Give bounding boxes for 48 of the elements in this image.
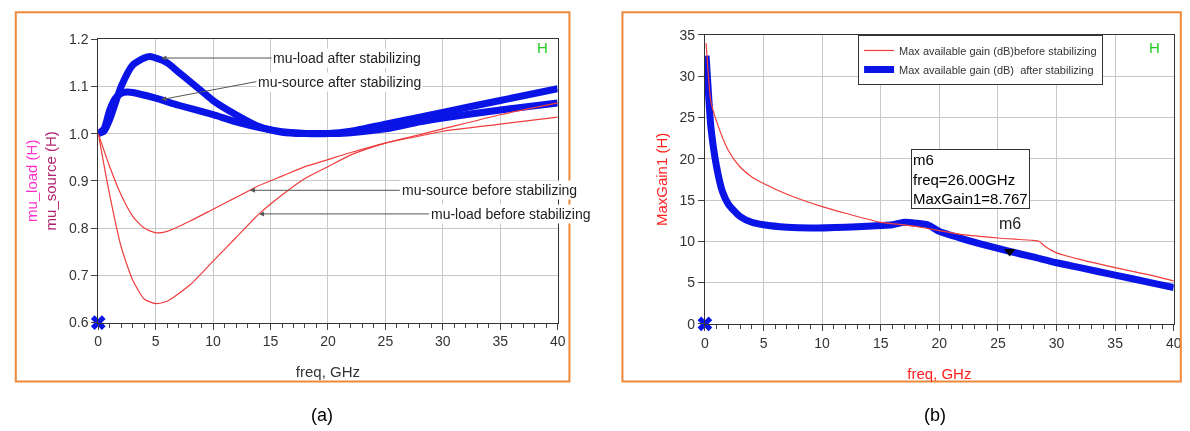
x-tick-label: 30 [435,333,451,350]
x-tick-label: 0 [94,333,103,350]
y-tick-label: 0.6 [68,314,89,331]
legend-label: Max available gain (dB) after stabilizing [899,63,1094,76]
y-tick-label: 1.1 [68,78,89,95]
x-tick-label: 20 [320,333,336,350]
annotation: H [1149,39,1160,56]
annotation: mu-source before stabilizing [402,182,578,198]
x-tick-label: 25 [990,334,1006,351]
x-axis-title: freq, GHz [907,364,972,382]
y-tick-label: 0 [687,315,696,332]
x-tick-label: 30 [1048,334,1065,351]
x-tick-label: 10 [205,333,222,350]
x-tick-label: 5 [759,334,768,351]
text: (a) [311,405,333,425]
y-tick-label: 25 [679,109,696,126]
y-tick-label: 5 [687,274,696,291]
y-tick-label: 15 [679,191,696,208]
x-tick-label: 5 [151,333,160,350]
x-axis-title: freq, GHz [295,363,361,381]
x-tick-label: 25 [377,333,394,350]
annotation: mu-load before stabilizing [431,206,591,222]
y-tick-label: 30 [679,68,696,85]
x-tick-label: 20 [931,334,948,351]
y-tick-label: 20 [679,150,696,167]
x-tick-label: 0 [701,334,710,351]
y-tick-label: 0.9 [68,172,89,189]
annotation: m6 freq=26.00GHz MaxGain1=8.767 [913,151,1028,207]
annotation: mu-load after stabilizing [273,50,421,66]
x-tick-label: 35 [1107,334,1124,351]
x-tick-label: 35 [492,333,509,350]
text: (b) [924,405,946,425]
y-tick-label: 10 [679,233,696,250]
annotation: mu-source after stabilizing [258,74,422,90]
y-tick-label: 1.0 [68,125,89,142]
x-tick-label: 40 [549,333,566,350]
legend-label: Max available gain (dB)before stabilizing [899,44,1097,57]
annotation: H [537,39,548,56]
x-tick-label: 15 [262,333,279,350]
y-tick-label: 35 [679,26,696,43]
y-axis-title: MaxGain1 (H) [652,132,670,227]
y-tick-label: 1.2 [68,31,89,48]
y-axis-title: mu_load (H) mu_source (H) [22,131,60,231]
y-tick-label: 0.8 [68,219,89,236]
x-tick-label: 15 [872,334,889,351]
y-tick-label: 0.7 [68,267,89,284]
annotation: m6 [999,215,1022,232]
x-tick-label: 10 [814,334,831,351]
